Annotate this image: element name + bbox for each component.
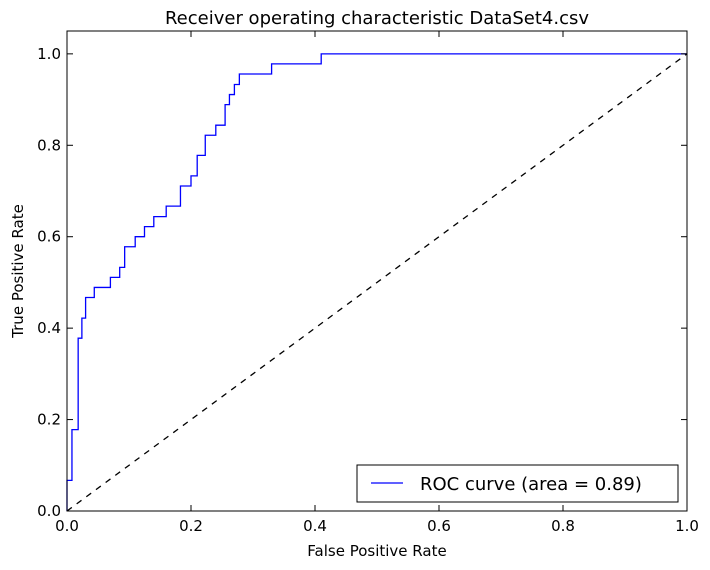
chance-diagonal-line <box>66 53 688 512</box>
axis-ticks: 0.0 0.2 0.4 0.6 0.8 1.0 0.0 0.2 0.4 0.6 0.8 1.0 <box>37 31 699 535</box>
y-axis-label: True Positive Rate <box>9 204 27 339</box>
legend: ROC curve (area = 0.89) <box>356 464 679 503</box>
x-tick-label: 1.0 <box>675 517 699 535</box>
x-tick-label: 0.4 <box>303 517 327 535</box>
y-tick-label: 0.4 <box>37 319 61 337</box>
chart-title: Receiver operating characteristic DataSe… <box>165 8 589 29</box>
x-tick-label: 0.6 <box>427 517 451 535</box>
x-tick-label: 0.2 <box>179 517 203 535</box>
roc-curve-line <box>66 53 687 511</box>
y-tick-label: 0.8 <box>37 136 61 154</box>
plot-area <box>66 53 688 512</box>
plot-frame <box>66 30 688 512</box>
y-tick-label: 0.6 <box>37 228 61 246</box>
y-tick-label: 0.0 <box>37 502 61 520</box>
legend-box <box>356 464 679 503</box>
x-axis-label: False Positive Rate <box>307 542 446 560</box>
x-tick-label: 0.8 <box>551 517 575 535</box>
y-tick-label: 0.2 <box>37 411 61 429</box>
y-tick-label: 1.0 <box>37 45 61 63</box>
x-tick-label: 0.0 <box>55 517 79 535</box>
legend-label-roc: ROC curve (area = 0.89) <box>420 474 642 495</box>
